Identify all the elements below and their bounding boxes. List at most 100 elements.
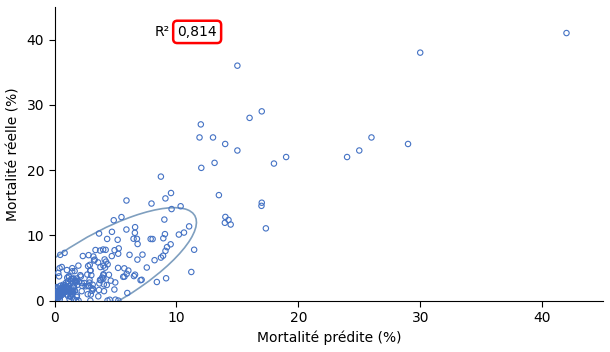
Point [113, 265, 123, 271]
Point [95, 248, 105, 253]
Point [54, 295, 63, 301]
Point [66, 294, 76, 300]
Point [269, 161, 279, 166]
Point [118, 274, 128, 279]
Point [167, 206, 176, 212]
Point [62, 284, 72, 290]
Point [83, 263, 93, 269]
Point [117, 214, 126, 220]
Point [257, 108, 267, 114]
Point [59, 288, 68, 294]
Point [148, 236, 157, 242]
Point [68, 291, 77, 296]
Point [113, 237, 123, 243]
Point [77, 288, 87, 294]
Point [113, 251, 123, 257]
Point [76, 272, 85, 278]
Point [257, 200, 267, 206]
Point [52, 288, 62, 294]
Point [166, 241, 176, 247]
Point [354, 148, 364, 153]
Point [176, 203, 185, 209]
Point [196, 165, 206, 171]
Point [68, 289, 78, 295]
Point [84, 283, 94, 289]
Point [79, 280, 89, 286]
Point [77, 283, 87, 289]
Point [58, 286, 68, 291]
Point [83, 291, 93, 297]
Point [100, 257, 110, 262]
Point [88, 286, 98, 292]
Point [66, 276, 76, 282]
Point [68, 288, 78, 293]
Point [95, 277, 105, 283]
Point [85, 277, 95, 283]
Point [52, 293, 62, 298]
Point [64, 274, 74, 279]
Point [54, 291, 63, 297]
Point [54, 288, 63, 293]
Point [90, 257, 99, 263]
Point [67, 288, 77, 294]
Point [54, 274, 64, 279]
Point [60, 284, 70, 290]
Y-axis label: Mortalité réelle (%): Mortalité réelle (%) [7, 87, 21, 221]
Point [72, 278, 82, 284]
Point [56, 290, 66, 296]
Point [562, 30, 572, 36]
Point [107, 229, 117, 235]
Point [86, 268, 96, 274]
Point [64, 274, 74, 279]
Point [121, 198, 131, 203]
Point [104, 272, 114, 278]
Point [63, 285, 73, 290]
Point [65, 290, 75, 295]
Point [96, 277, 106, 283]
Point [52, 290, 62, 296]
Point [70, 268, 79, 274]
Point [52, 285, 62, 291]
Point [257, 203, 267, 209]
Point [156, 255, 166, 260]
Point [52, 292, 62, 297]
Point [72, 293, 82, 298]
Point [132, 236, 142, 242]
Point [52, 289, 62, 295]
Point [342, 154, 352, 160]
Point [91, 247, 101, 253]
Point [415, 50, 425, 55]
Point [55, 296, 65, 302]
Point [120, 265, 129, 271]
Point [85, 262, 95, 268]
Point [60, 289, 70, 295]
Point [86, 292, 96, 297]
Point [102, 282, 112, 288]
Point [85, 268, 95, 274]
Point [99, 272, 109, 278]
Point [66, 288, 76, 294]
Point [160, 196, 170, 201]
Point [62, 267, 72, 273]
Point [208, 134, 218, 140]
Point [52, 290, 62, 296]
Point [187, 269, 196, 275]
Point [59, 287, 69, 293]
Point [166, 190, 176, 196]
Point [96, 264, 106, 270]
Point [110, 247, 120, 253]
Point [220, 141, 230, 147]
Point [135, 277, 145, 283]
Point [53, 289, 63, 294]
Point [84, 252, 93, 258]
Point [85, 298, 95, 303]
Point [120, 274, 129, 279]
Point [85, 280, 95, 285]
Point [149, 257, 159, 263]
Point [56, 293, 65, 298]
Point [106, 278, 116, 283]
Point [88, 254, 98, 259]
Point [138, 252, 148, 257]
Point [99, 263, 109, 269]
Point [54, 293, 64, 298]
